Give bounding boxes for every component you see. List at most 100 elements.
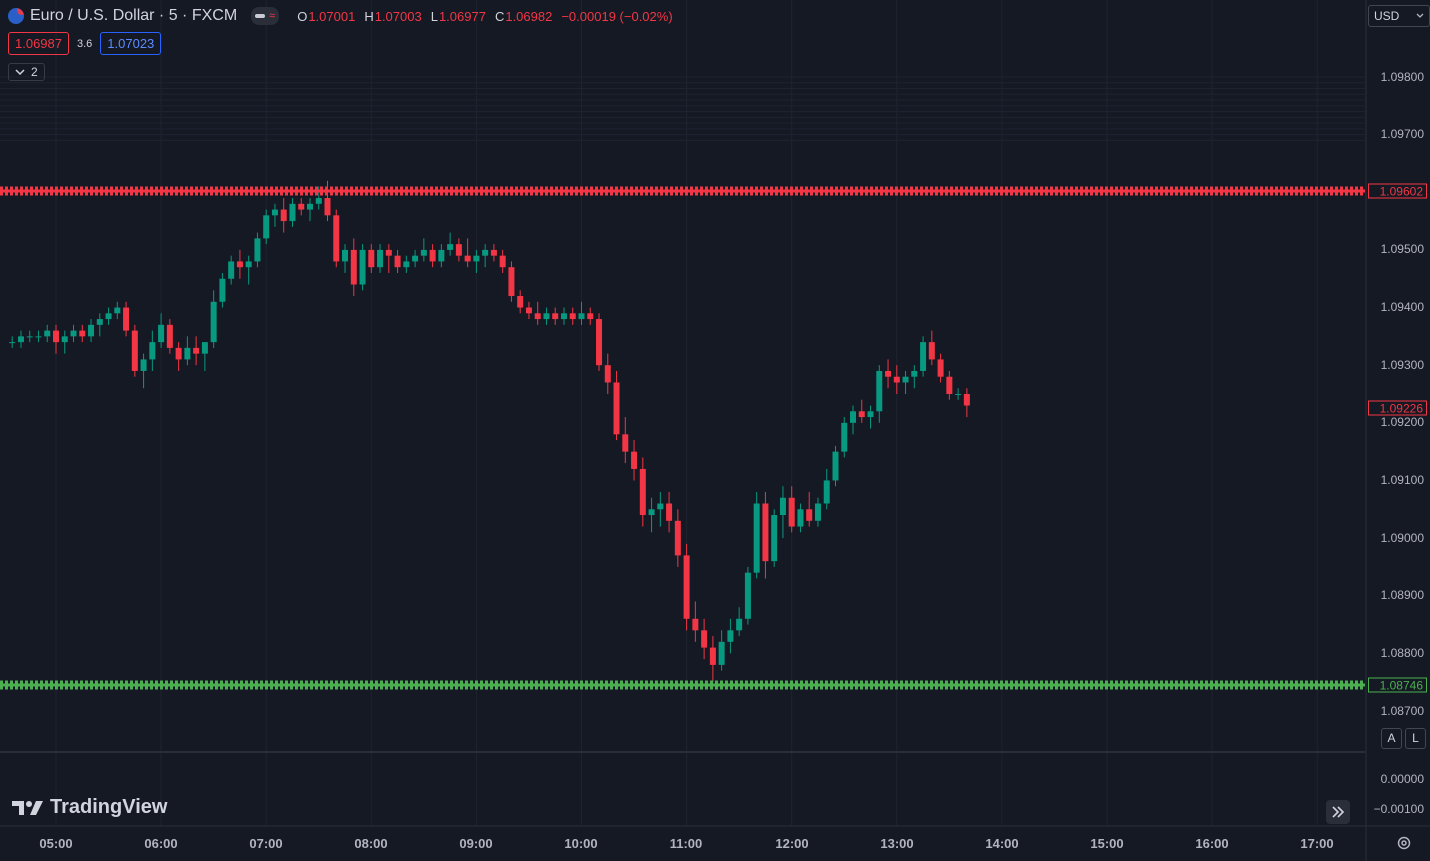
candle [736,607,743,637]
price-tick: 1.09100 [1380,473,1424,487]
log-scale-button[interactable]: L [1405,728,1426,749]
candle [289,198,296,227]
candle [692,601,699,642]
candle [70,324,77,343]
candle-body [841,422,848,452]
candle [53,324,59,354]
candle [517,290,524,314]
candle [464,238,471,268]
candle-body [736,618,743,631]
symbol-title[interactable]: Euro / U.S. Dollar · 5 · FXCM [30,7,238,24]
candle [26,330,33,343]
candle [622,417,629,464]
candle-body [149,342,156,360]
candle [236,249,243,279]
candle [368,244,375,273]
candle [79,324,86,343]
candle [350,238,357,297]
candle [175,342,182,371]
candle [473,249,480,273]
candle [806,491,813,527]
candle [377,244,384,273]
market-status-pill[interactable]: ≈ [251,7,280,25]
price-tick: 1.09700 [1380,127,1424,141]
time-tick: 17:00 [1300,836,1334,851]
time-tick: 14:00 [985,836,1019,851]
candle-body [9,342,16,344]
indicators-toggle-button[interactable]: 2 [8,63,45,81]
candle-body [245,261,252,268]
time-tick: 13:00 [880,836,914,851]
data-status-icon: ≈ [269,10,276,22]
candle-body [26,336,33,338]
candle [394,249,401,273]
candle [893,365,900,394]
scroll-to-realtime-button[interactable] [1326,800,1350,824]
candle [788,486,795,533]
candle-body [902,376,909,383]
candle-body [955,394,962,395]
candle [911,365,918,389]
candle [420,238,427,262]
candle-body [35,336,42,338]
candle [149,330,156,371]
candle [429,244,436,268]
candle-body [876,370,883,412]
ohlc-values: O1.07001 H1.07003 L1.06977 C1.06982 −0.0… [297,9,672,24]
auto-scale-button[interactable]: A [1381,728,1402,749]
candle-body [814,503,821,521]
candle [631,440,638,481]
price-tick: 1.09000 [1380,531,1424,545]
candle [683,543,690,631]
candle [385,244,392,273]
candle-body [333,215,340,262]
open-value: 1.07001 [308,8,356,24]
chart-settings-button[interactable] [1396,835,1412,854]
sell-button[interactable]: 1.06987 [8,32,69,55]
candle [674,509,681,567]
candle-body [324,198,331,216]
price-tick: 1.09500 [1380,242,1424,256]
candle [201,342,208,371]
buy-button[interactable]: 1.07023 [100,32,162,55]
candle-body [96,319,103,325]
candle [245,255,252,285]
candle-body [657,503,664,510]
candle [447,232,454,256]
candle [613,370,620,441]
candle-body [385,249,392,256]
time-tick: 15:00 [1090,836,1124,851]
candle-body [53,330,59,343]
lower-pane-tick: −0.00100 [1373,802,1424,816]
candle-body [639,468,646,516]
candle-body [131,330,138,371]
candle-body [271,209,278,216]
candle [359,244,366,291]
candle [946,370,953,400]
candle-body [438,249,445,262]
candle-body [140,359,147,371]
candle-body [753,503,760,573]
candle [920,336,927,377]
candle [797,503,804,533]
candle-body [674,520,681,556]
currency-select[interactable]: USD [1368,5,1430,27]
candle-body [727,630,734,642]
candle-body [158,324,165,343]
candle [701,618,708,660]
time-tick: 06:00 [144,836,178,851]
candle-body [175,347,182,360]
candle [744,566,751,625]
candle [560,307,567,325]
candle [928,330,935,366]
tradingview-logo-icon [12,800,43,815]
candle-body [850,411,857,423]
candle-body [342,249,349,262]
candle-body [578,313,585,320]
candle-body [455,244,462,256]
tradingview-logo[interactable]: TradingView [12,796,167,819]
indicators-count: 2 [31,65,38,79]
candle-body [201,342,208,354]
session-icon [255,14,266,18]
